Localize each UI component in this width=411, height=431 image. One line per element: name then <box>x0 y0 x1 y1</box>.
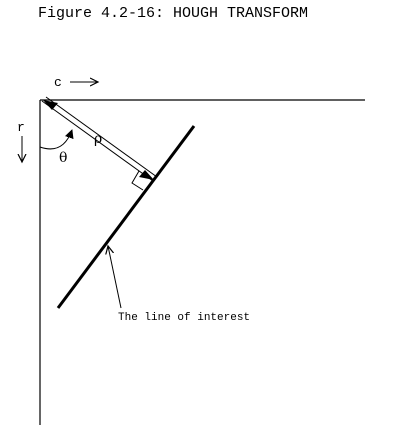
theta-label: θ <box>59 150 67 166</box>
right-angle-marker <box>131 170 144 191</box>
rho-line-upper <box>41 100 154 182</box>
rho-arrowhead-end <box>139 170 154 180</box>
rho-line-lower <box>45 96 158 178</box>
row-axis-label: r <box>17 120 25 135</box>
figure-title: Figure 4.2-16: HOUGH TRANSFORM <box>38 5 308 22</box>
theta-angle-arc <box>39 130 72 150</box>
rho-label: ρ <box>94 131 102 147</box>
annotation-pointer-arrow <box>108 246 122 309</box>
rho-arrowhead-start <box>43 100 58 110</box>
annotation-label: The line of interest <box>118 312 250 324</box>
column-axis-label: c <box>54 75 62 90</box>
line-of-interest <box>56 125 196 309</box>
